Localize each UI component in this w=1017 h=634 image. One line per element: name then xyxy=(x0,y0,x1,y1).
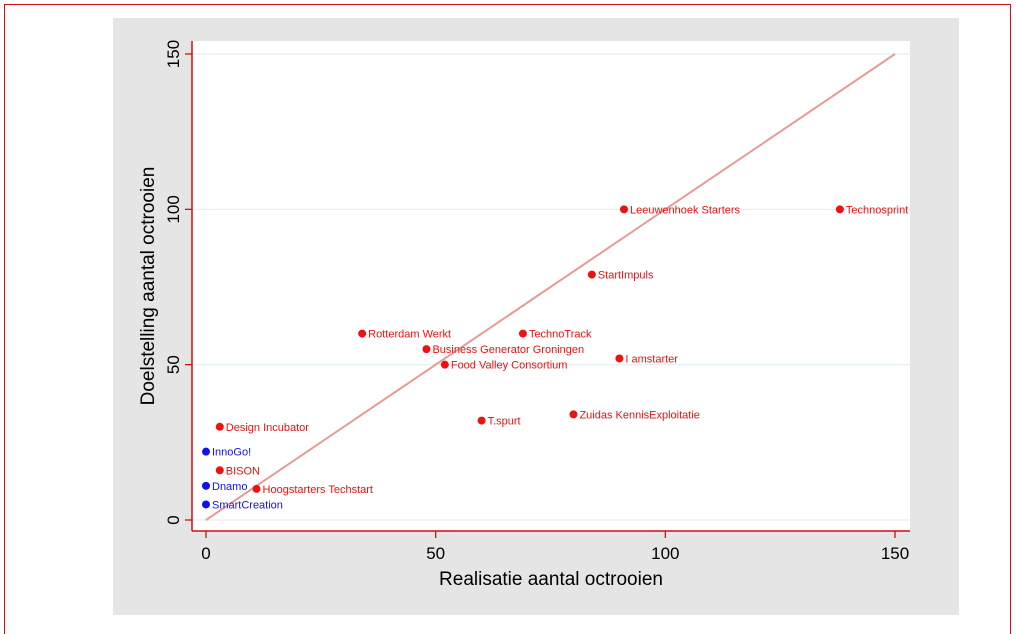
data-point xyxy=(477,416,486,425)
point-label: I amstarter xyxy=(625,353,678,365)
point-label: Design Incubator xyxy=(226,422,309,434)
data-point xyxy=(202,447,210,456)
y-tick-label: 150 xyxy=(164,40,183,68)
diagonal-line xyxy=(205,53,896,521)
x-axis-title: Realisatie aantal octrooien xyxy=(439,569,663,590)
point-label: Food Valley Consortium xyxy=(451,360,568,372)
point-label: SmartCreation xyxy=(212,499,283,511)
point-label: T.spurt xyxy=(488,416,521,428)
data-points: Leeuwenhoek Starters Technosprint StartImp… xyxy=(202,204,908,511)
reference-line xyxy=(205,53,896,521)
point-label: Leeuwenhoek Starters xyxy=(630,204,741,216)
point-label: Dnamo xyxy=(212,481,247,493)
y-axis-title: Doelstelling aantal octrooien xyxy=(138,167,159,406)
data-point xyxy=(215,422,224,431)
point-label: Rotterdam Werkt xyxy=(368,329,451,341)
data-point xyxy=(215,466,224,475)
data-point xyxy=(358,329,367,338)
point-label: Business Generator Groningen xyxy=(432,344,584,356)
data-point xyxy=(518,329,527,338)
data-point xyxy=(615,354,624,363)
data-point xyxy=(569,410,578,419)
chart-frame xyxy=(4,4,1011,634)
y-tick-label: 50 xyxy=(164,355,183,374)
y-tick-label: 0 xyxy=(164,515,183,524)
point-label: Hoogstarters Techstart xyxy=(263,484,373,496)
grid-lines xyxy=(192,53,910,521)
point-label: Technosprint xyxy=(846,204,908,216)
y-tick-label: 100 xyxy=(164,195,183,223)
point-label: TechnoTrack xyxy=(529,329,592,341)
point-label: BISON xyxy=(226,465,260,477)
data-point xyxy=(202,500,210,509)
x-tick-label: 100 xyxy=(651,544,679,563)
point-label: InnoGo! xyxy=(212,447,251,459)
point-label: StartImpuls xyxy=(598,270,654,282)
x-tick-label: 0 xyxy=(201,544,210,563)
data-point xyxy=(587,270,596,279)
data-point xyxy=(202,481,210,490)
point-label: Zuidas KennisExploitatie xyxy=(579,409,699,421)
data-point xyxy=(422,345,431,354)
data-point xyxy=(440,360,449,369)
scatter-chart: 0 50 100 150 0 50 100 150 Leeuwenhoek Starters T… xyxy=(113,18,959,615)
data-point xyxy=(252,484,261,493)
axes: 0 50 100 150 0 50 100 150 xyxy=(164,40,910,563)
x-tick-label: 150 xyxy=(881,544,909,563)
data-point xyxy=(835,205,844,214)
x-tick-label: 50 xyxy=(426,544,445,563)
data-point xyxy=(619,205,628,214)
